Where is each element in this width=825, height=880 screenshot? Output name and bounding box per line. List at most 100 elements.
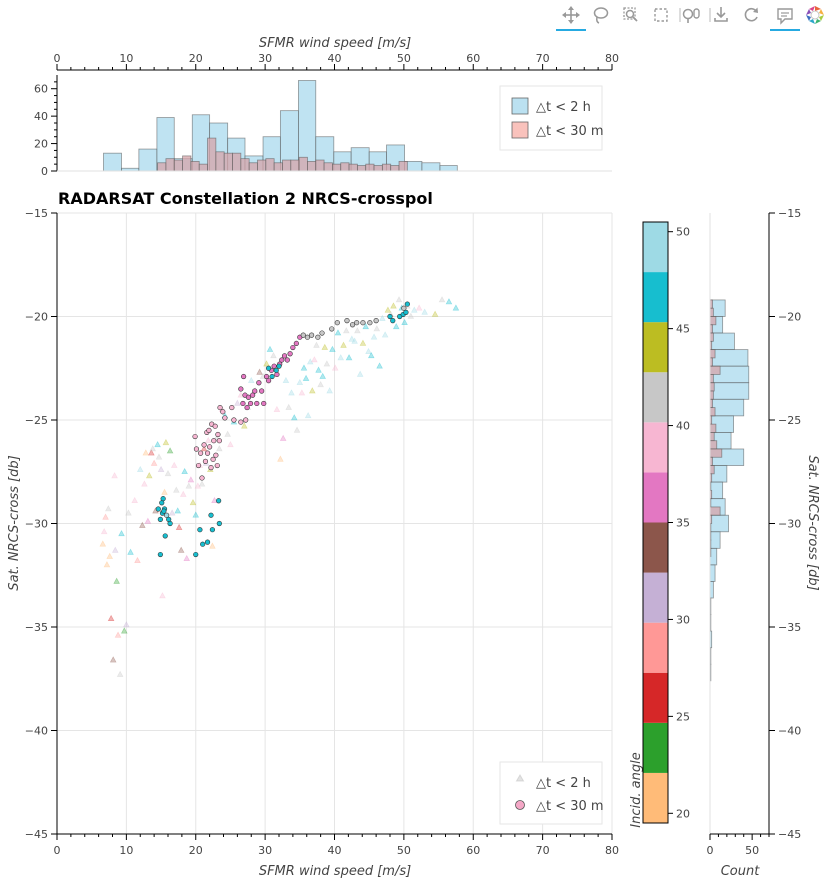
zoom-box-icon[interactable] [616,2,646,30]
scatter-circle-point [387,313,393,320]
scatter-triangle-point [127,548,134,555]
top-hist-y-tick-label: 40 [34,110,48,123]
scatter-triangle-point [148,449,155,456]
top-hist-bar-30m [157,162,167,172]
scatter-triangle-point [125,509,132,516]
scatter-triangle-point [224,430,231,437]
scatter-circle-point [231,417,237,423]
colorbar-label: Incid. angle [629,752,644,827]
top-hist-bar-2h [439,165,458,172]
chart-title: RADARSAT Constellation 2 NRCS-crosspol [58,189,433,208]
scatter-circle-point [216,438,222,444]
right-hist-bar-2h [709,349,749,367]
scatter-legend-box [499,761,603,825]
pan-icon[interactable] [556,2,586,31]
y-tick-label: −35 [25,621,48,634]
hover-icon[interactable] [770,2,800,31]
x-axis-label: SFMR wind speed [m/s] [259,864,411,879]
scatter-triangle-point [106,552,114,559]
scatter-triangle-point [421,308,428,315]
scatter-circle-point [404,301,410,307]
x-tick-label: 10 [119,844,133,857]
scatter-circle-point [204,450,211,456]
wheel-zoom-icon[interactable] [676,2,706,30]
scatter-triangle-point [131,496,139,504]
y-tick-label: −30 [25,518,48,531]
top-hist-bar-30m [173,159,183,172]
scatter-triangle-point [141,480,148,487]
scatter-circle-point [274,371,280,378]
scatter-circle-point [241,373,247,380]
scatter-triangle-point [302,374,310,381]
legend-label-2h: △t < 2 h [536,100,591,115]
top-hist-bar-30m [340,162,350,172]
scatter-triangle-point [111,546,119,553]
scatter-circle-point [209,527,215,533]
scatter-legend: △t < 2 h △t < 30 m [499,761,604,825]
y-axis-label: Sat. NRCS-cross [db] [7,455,22,590]
scatter-triangle-point [263,360,270,367]
scatter-triangle-point [179,490,187,497]
scatter-triangle-point [103,561,111,568]
scatter-triangle-point [109,656,117,663]
scatter-triangle-point [150,459,158,466]
scatter-triangle-point [241,422,248,429]
right-hist-bar-30m [709,465,715,475]
scatter-triangle-point [100,527,108,535]
scatter-circle-point [164,512,170,518]
right-y-tick-label: −40 [778,725,801,738]
x-tick-label: 40 [328,844,342,857]
scatter-circle-point [273,367,279,373]
right-hist-bar-30m [709,332,714,342]
colorbar-segment [643,522,668,573]
scatter-triangle-point [300,364,308,371]
scatter-triangle-point [105,505,112,512]
scatter-triangle-point [290,414,298,421]
colorbar: 20 25 30 35 40 45 50 [642,221,690,824]
scatter-triangle-point [155,453,163,460]
scatter-triangle-point [192,511,200,518]
colorbar-tick-label: 25 [676,710,690,723]
top-x-tick-label: 0 [54,52,61,65]
top-hist-bar-30m [282,159,292,172]
scatter-triangle-point [384,306,392,313]
top-hist-bar-30m [198,163,208,172]
scatter-triangle-point [159,592,166,599]
right-histogram: 0 50 −15 −20 −25 −30 −35 −40 −45 [707,207,802,857]
box-select-icon[interactable] [646,2,676,30]
scatter-circle-point [403,309,409,315]
scatter-triangle-point [247,376,255,383]
reset-icon[interactable] [736,2,766,30]
scatter-triangle-point [331,364,339,371]
bokeh-logo-icon[interactable] [802,2,825,30]
colorbar-tick-label: 50 [676,226,690,239]
scatter-circle-point [198,450,204,456]
top-hist-bar-30m [390,165,400,172]
colorbar-tick-label: 45 [676,323,690,336]
top-x-tick-label: 20 [189,52,203,65]
scatter-triangle-point [342,327,350,334]
top-x-tick-label: 70 [536,52,550,65]
scatter-triangle-point [107,614,115,622]
scatter-triangle-point [365,347,372,354]
lasso-icon[interactable] [586,2,616,30]
right-hist-bar-30m [709,390,714,400]
scatter-circle-point [256,380,262,386]
scatter-triangle-point [319,372,327,379]
main-scatter-plot[interactable]: 0 10 20 30 40 50 60 70 80 −15 −20 −25 −30 −35 −40 −45 [25,207,619,857]
colorbar-segment [643,572,668,623]
scatter-circle-point [279,357,285,363]
scatter-circle-point [217,404,223,411]
scatter-triangle-point [161,488,168,495]
scatter-circle-point [329,326,335,332]
scatter-triangle-point [139,521,146,528]
scatter-triangle-point [373,325,381,332]
top-hist-bar-30m [365,163,375,172]
right-y-tick-label: −30 [778,518,801,531]
scatter-triangle-point [102,513,109,520]
scatter-circle-point [195,462,202,469]
scatter-circle-point [373,318,379,324]
scatter-triangle-point [445,298,453,305]
save-icon[interactable] [706,2,736,30]
